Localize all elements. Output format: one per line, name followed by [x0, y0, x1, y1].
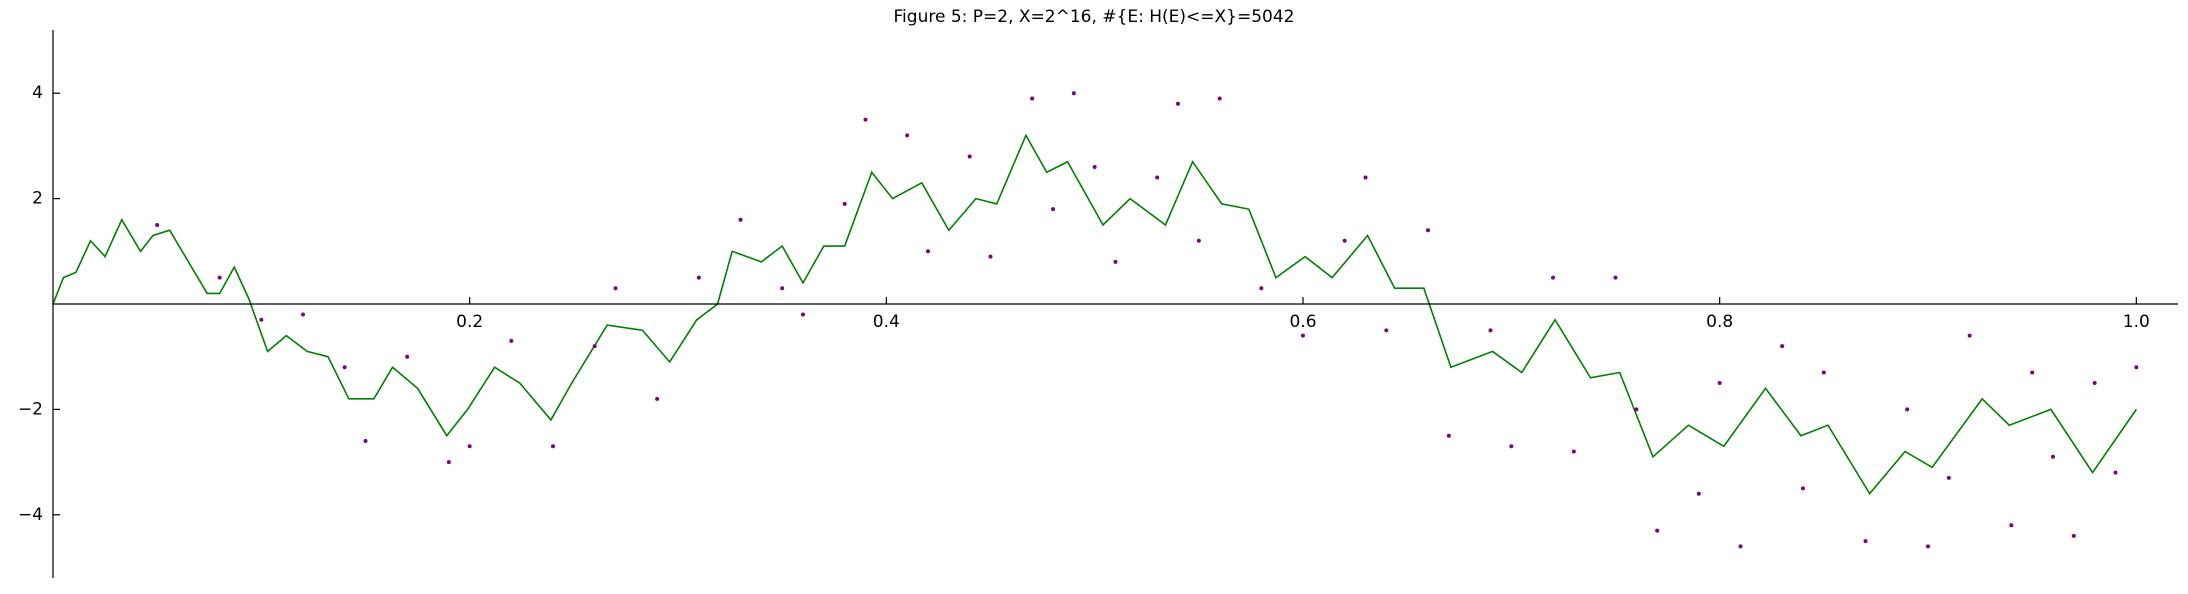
scatter-point: [2030, 370, 2035, 375]
scatter-point: [1801, 486, 1805, 491]
scatter-point: [1196, 238, 1201, 243]
scatter-point: [1259, 286, 1264, 291]
scatter-point: [1384, 328, 1389, 333]
scatter-point: [155, 222, 160, 227]
scatter-point: [1030, 96, 1035, 101]
scatter-point: [1634, 407, 1639, 412]
scatter-point: [1780, 344, 1785, 349]
scatter-point: [2134, 365, 2139, 370]
scatter-point: [1509, 444, 1514, 449]
scatter-point: [1363, 175, 1368, 180]
scatter-point: [842, 201, 847, 206]
scatter-point: [1155, 175, 1160, 180]
scatter-point: [217, 275, 222, 280]
scatter-point: [1946, 475, 1951, 480]
scatter-point: [1551, 275, 1555, 280]
scatter-point: [509, 338, 514, 343]
scatter-point: [259, 317, 264, 322]
y-tick-label: 4: [32, 83, 43, 103]
scatter-point: [1301, 333, 1305, 338]
line-series: [52, 133, 2137, 496]
scatter-point: [2113, 470, 2118, 475]
scatter-point: [1426, 228, 1430, 233]
scatter-point: [1342, 238, 1347, 243]
scatter-point: [1217, 96, 1222, 101]
scatter-point: [1571, 449, 1576, 454]
x-tick-label: 0.6: [1289, 312, 1316, 332]
scatter-point: [1717, 381, 1722, 386]
scatter-point: [1905, 407, 1910, 412]
scatter-point: [696, 275, 701, 280]
scatter-point: [1696, 491, 1701, 496]
x-tick-label: 0.4: [873, 312, 900, 332]
scatter-point: [988, 254, 993, 259]
x-tick-label: 0.8: [1706, 312, 1733, 332]
scatter-point: [467, 444, 472, 449]
scatter-point: [551, 444, 555, 449]
scatter-point: [405, 354, 410, 359]
scatter-point: [780, 286, 785, 291]
scatter-point: [613, 286, 618, 291]
scatter-point: [926, 249, 930, 254]
scatter-point: [1967, 333, 1972, 338]
scatter-point: [446, 460, 451, 465]
chart-title: Figure 5: P=2, X=2^16, #{E: H(E)<=X}=504…: [894, 7, 1295, 27]
scatter-point: [801, 312, 805, 317]
y-tick-label: 2: [32, 189, 43, 209]
scatter-point: [1092, 165, 1097, 169]
scatter-point: [1113, 259, 1118, 264]
scatter-point: [655, 396, 660, 401]
scatter-point: [967, 154, 972, 159]
y-tick-label: −2: [18, 399, 43, 419]
x-tick-label: 1.0: [2123, 312, 2150, 332]
scatter-point: [1488, 328, 1493, 333]
scatter-point: [1613, 275, 1618, 280]
scatter-point: [301, 312, 305, 317]
scatter-point: [2009, 523, 2014, 528]
scatter-point: [342, 365, 347, 370]
scatter-point: [2051, 454, 2055, 459]
scatter-point: [1176, 101, 1180, 106]
scatter-point: [905, 133, 910, 138]
scatter-point: [2071, 533, 2076, 538]
scatter-point: [1821, 370, 1826, 375]
scatter-point: [363, 439, 368, 443]
x-tick-label: 0.2: [456, 312, 483, 332]
scatter-point: [1655, 528, 1660, 533]
scatter-point: [1926, 544, 1930, 549]
scatter-point: [1051, 207, 1055, 212]
scatter-point: [592, 344, 597, 349]
scatter-point: [738, 217, 743, 222]
scatter-point: [1863, 539, 1868, 544]
scatter-point: [1738, 544, 1743, 549]
scatter-point: [1071, 91, 1076, 96]
y-tick-label: −4: [18, 505, 43, 525]
scatter-point: [863, 117, 868, 122]
scatter-point: [1446, 433, 1451, 438]
scatter-point: [2092, 381, 2097, 386]
